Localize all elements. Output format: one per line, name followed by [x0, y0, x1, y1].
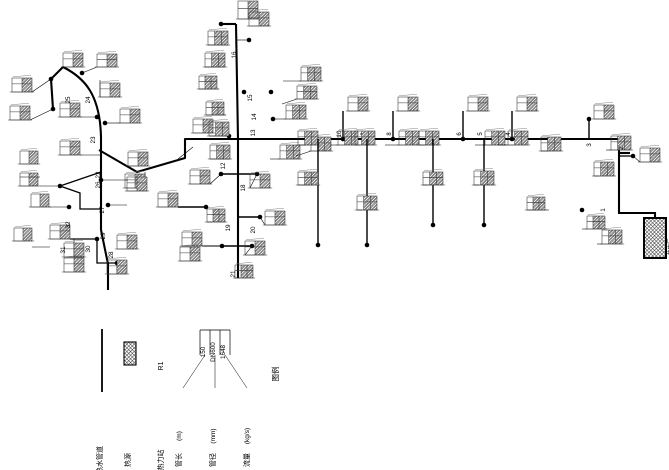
svg-text:1: 1	[600, 208, 607, 212]
svg-text:12: 12	[220, 162, 227, 170]
svg-text:26: 26	[95, 181, 102, 189]
svg-text:27: 27	[99, 206, 106, 214]
svg-text:(kg/s): (kg/s)	[244, 428, 251, 444]
svg-text:3: 3	[586, 143, 593, 147]
svg-text:30: 30	[85, 245, 92, 253]
svg-text:24: 24	[85, 96, 92, 104]
svg-text:29: 29	[100, 232, 107, 240]
svg-text:150: 150	[200, 346, 207, 357]
svg-text:23: 23	[90, 136, 97, 144]
svg-text:管径: 管径	[208, 453, 217, 467]
svg-text:流量: 流量	[242, 453, 251, 467]
svg-text:(mm): (mm)	[210, 428, 217, 443]
svg-text:热源: 热源	[123, 453, 132, 467]
svg-text:热力站: 热力站	[156, 450, 165, 470]
svg-text:18: 18	[240, 184, 247, 192]
svg-text:(m): (m)	[176, 431, 183, 441]
svg-text:21: 21	[230, 270, 237, 278]
svg-text:15: 15	[247, 94, 254, 102]
svg-text:R1: R1	[158, 361, 165, 370]
svg-text:图例: 图例	[270, 367, 280, 382]
svg-text:热水管道: 热水管道	[95, 446, 104, 470]
svg-text:28: 28	[108, 251, 115, 259]
svg-text:2: 2	[618, 146, 625, 150]
svg-text:14: 14	[251, 113, 258, 121]
svg-text:20: 20	[250, 226, 257, 234]
svg-text:DN600: DN600	[210, 342, 217, 362]
svg-text:管长: 管长	[174, 453, 183, 467]
svg-text:13: 13	[250, 129, 257, 137]
svg-text:32: 32	[65, 221, 72, 229]
svg-text:16: 16	[231, 51, 238, 59]
svg-text:31: 31	[60, 246, 67, 254]
svg-text:22: 22	[95, 171, 102, 179]
svg-text:25: 25	[65, 96, 72, 104]
svg-text:19: 19	[225, 224, 232, 232]
